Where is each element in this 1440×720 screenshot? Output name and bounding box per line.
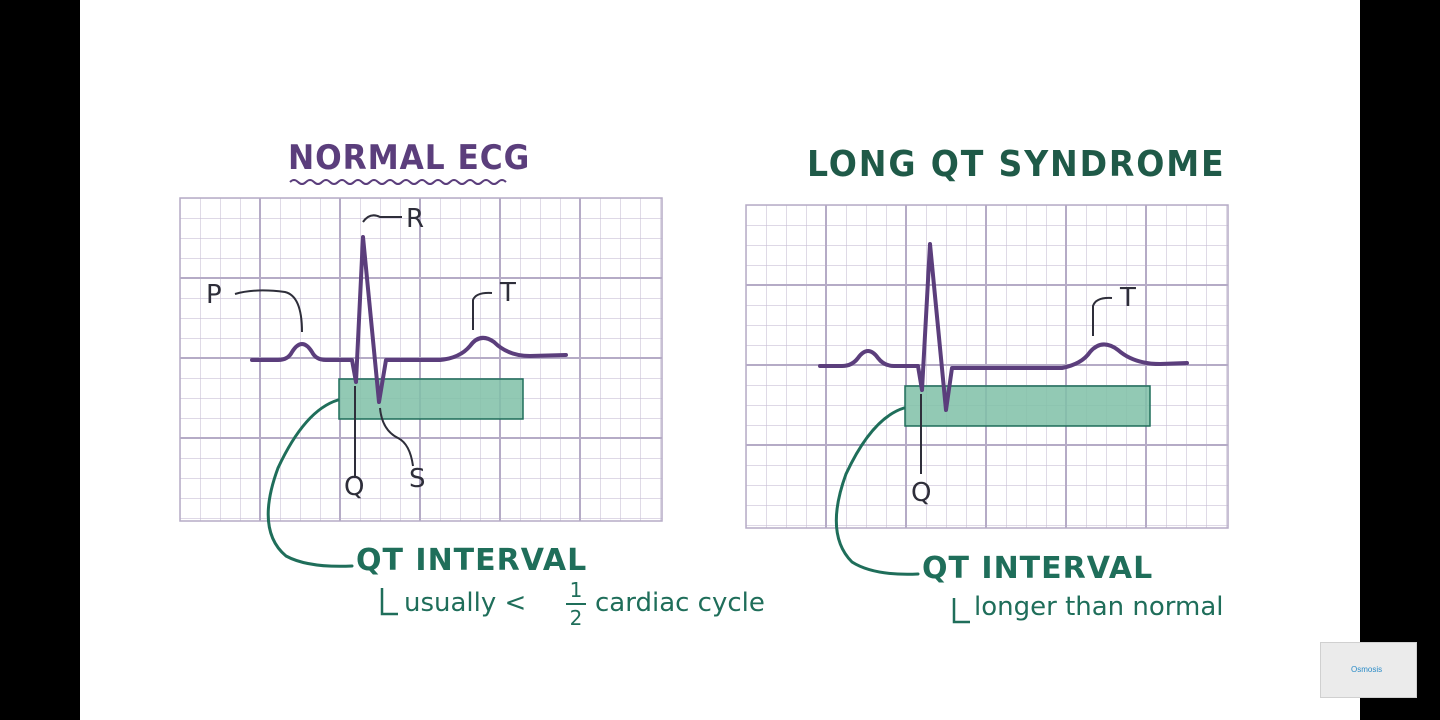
osmosis-logo-watermark: Osmosis xyxy=(1320,642,1417,698)
fraction-bar xyxy=(566,603,586,605)
fraction-denominator: 2 xyxy=(569,606,583,630)
t-wave-leader-normal xyxy=(472,291,493,330)
normal-ecg-title: NORMAL ECG xyxy=(288,138,531,178)
normal-title-underline xyxy=(289,179,507,185)
normal-qt-interval-bar xyxy=(338,378,524,420)
normal-qt-interval-label: QT INTERVAL xyxy=(356,543,588,578)
t-wave-label-long: T xyxy=(1120,283,1136,313)
long-qt-interval-label: QT INTERVAL xyxy=(922,551,1154,586)
long-qt-callout-line xyxy=(834,406,920,576)
long-qt-note: longer than normal xyxy=(974,592,1224,622)
normal-ecg-trace xyxy=(250,235,568,404)
r-wave-leader xyxy=(362,214,402,223)
left-letterbox xyxy=(0,0,80,720)
t-wave-label-normal: T xyxy=(500,278,516,308)
long-qt-grid xyxy=(745,204,1229,529)
slide-canvas: NORMAL ECG LONG QT SYNDROME P R T Q S T … xyxy=(80,0,1417,720)
long-qt-ecg-trace xyxy=(818,242,1189,412)
q-label-normal: Q xyxy=(344,472,365,502)
t-wave-leader-long xyxy=(1092,296,1113,336)
q-label-long: Q xyxy=(911,478,932,508)
right-letterbox xyxy=(1360,0,1440,720)
s-leader xyxy=(379,407,414,467)
normal-qt-note-prefix: usually < xyxy=(404,588,527,618)
long-qt-title: LONG QT SYNDROME xyxy=(807,144,1226,185)
long-note-bracket xyxy=(952,598,970,624)
logo-text: Osmosis xyxy=(1351,665,1383,674)
r-wave-label: R xyxy=(406,204,425,234)
normal-qt-callout-line xyxy=(266,398,354,568)
ecg-illustration xyxy=(179,179,1229,624)
p-wave-label: P xyxy=(206,280,222,310)
normal-note-bracket xyxy=(380,588,398,616)
fraction-numerator: 1 xyxy=(569,578,583,602)
s-label: S xyxy=(409,464,426,494)
long-qt-interval-bar xyxy=(904,385,1151,427)
p-wave-leader xyxy=(234,289,303,333)
normal-qt-note-suffix: cardiac cycle xyxy=(595,588,765,618)
